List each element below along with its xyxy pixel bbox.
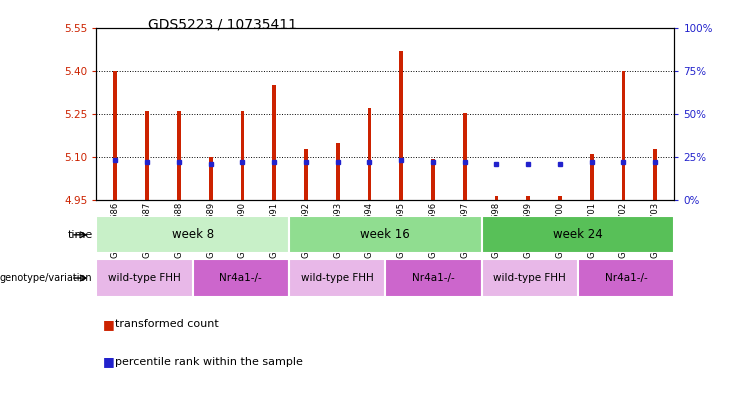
Bar — [336, 143, 339, 200]
Bar — [482, 216, 674, 253]
Bar — [209, 157, 213, 200]
Bar — [96, 259, 193, 297]
Bar — [289, 216, 482, 253]
Bar — [578, 259, 674, 297]
Text: wild-type FHH: wild-type FHH — [494, 273, 566, 283]
Text: ■: ■ — [103, 355, 115, 368]
Text: Nr4a1-/-: Nr4a1-/- — [219, 273, 262, 283]
Bar — [482, 259, 578, 297]
Bar — [431, 159, 435, 200]
Text: week 8: week 8 — [172, 228, 213, 241]
Bar — [654, 149, 657, 200]
Bar — [289, 259, 385, 297]
Bar — [368, 108, 371, 200]
Bar — [385, 259, 482, 297]
Bar — [526, 196, 530, 200]
Text: wild-type FHH: wild-type FHH — [301, 273, 373, 283]
Bar — [272, 85, 276, 200]
Bar — [494, 196, 499, 200]
Text: GDS5223 / 10735411: GDS5223 / 10735411 — [147, 18, 297, 32]
Text: Nr4a1-/-: Nr4a1-/- — [605, 273, 648, 283]
Bar — [590, 154, 594, 200]
Bar — [113, 71, 117, 200]
Text: ■: ■ — [103, 318, 115, 331]
Bar — [96, 216, 289, 253]
Text: transformed count: transformed count — [115, 319, 219, 329]
Bar — [193, 259, 289, 297]
Text: genotype/variation: genotype/variation — [0, 273, 93, 283]
Bar — [241, 111, 245, 200]
Bar — [399, 51, 403, 200]
Text: time: time — [67, 230, 93, 240]
Text: wild-type FHH: wild-type FHH — [108, 273, 181, 283]
Bar — [622, 71, 625, 200]
Text: Nr4a1-/-: Nr4a1-/- — [412, 273, 455, 283]
Bar — [558, 196, 562, 200]
Bar — [177, 111, 181, 200]
Bar — [304, 149, 308, 200]
Text: week 16: week 16 — [360, 228, 411, 241]
Text: week 24: week 24 — [553, 228, 603, 241]
Bar — [145, 111, 149, 200]
Text: percentile rank within the sample: percentile rank within the sample — [115, 356, 303, 367]
Bar — [463, 112, 467, 200]
